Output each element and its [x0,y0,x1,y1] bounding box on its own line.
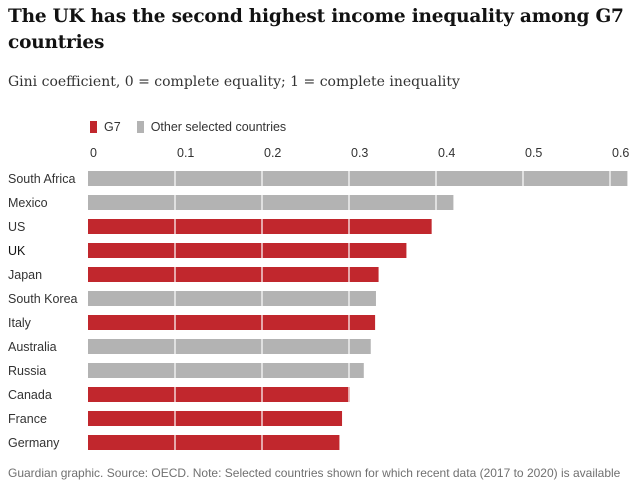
x-tick-label: 0 [90,146,97,160]
bar [88,387,350,402]
category-label: South Korea [8,292,78,306]
legend-swatch-other [136,121,144,133]
chart-subtitle: Gini coefficient, 0 = complete equality;… [8,74,460,90]
bar-chart: 0 0.1 0.2 0.3 0.4 0.5 0.6 South Africa Mexico US U… [8,146,629,459]
bar [88,315,376,330]
x-tick-label: 0.3 [351,146,368,160]
category-label: Italy [8,316,32,330]
x-tick-label: 0.1 [177,146,194,160]
bar [88,339,371,354]
legend: G7 Other selected countries [90,119,302,135]
legend-item-g7: G7 [90,120,121,134]
category-label: Germany [8,436,60,450]
bar [88,195,454,210]
source-note: Guardian graphic. Source: OECD. Note: Se… [8,466,621,480]
x-tick-label: 0.6 [612,146,629,160]
category-label: UK [8,244,26,258]
category-label: Russia [8,364,46,378]
bar [88,219,432,234]
legend-item-other: Other selected countries [136,120,287,134]
bar [88,411,343,426]
category-label: Canada [8,388,52,402]
x-tick-label: 0.5 [525,146,542,160]
bar [88,435,340,450]
bar [88,291,376,306]
x-tick-label: 0.4 [438,146,455,160]
x-tick-label: 0.2 [264,146,281,160]
category-label: Mexico [8,196,48,210]
category-label: Australia [8,340,57,354]
category-label: US [8,220,25,234]
legend-swatch-g7 [90,121,97,133]
legend-label-g7: G7 [104,120,121,134]
bar [88,363,364,378]
category-label: South Africa [8,172,75,186]
legend-label-other: Other selected countries [150,120,287,134]
category-label: France [8,412,47,426]
category-label: Japan [8,268,42,282]
bar [88,171,628,186]
bar [88,243,407,258]
chart-title: The UK has the second highest income ine… [8,6,624,53]
bar [88,267,379,282]
